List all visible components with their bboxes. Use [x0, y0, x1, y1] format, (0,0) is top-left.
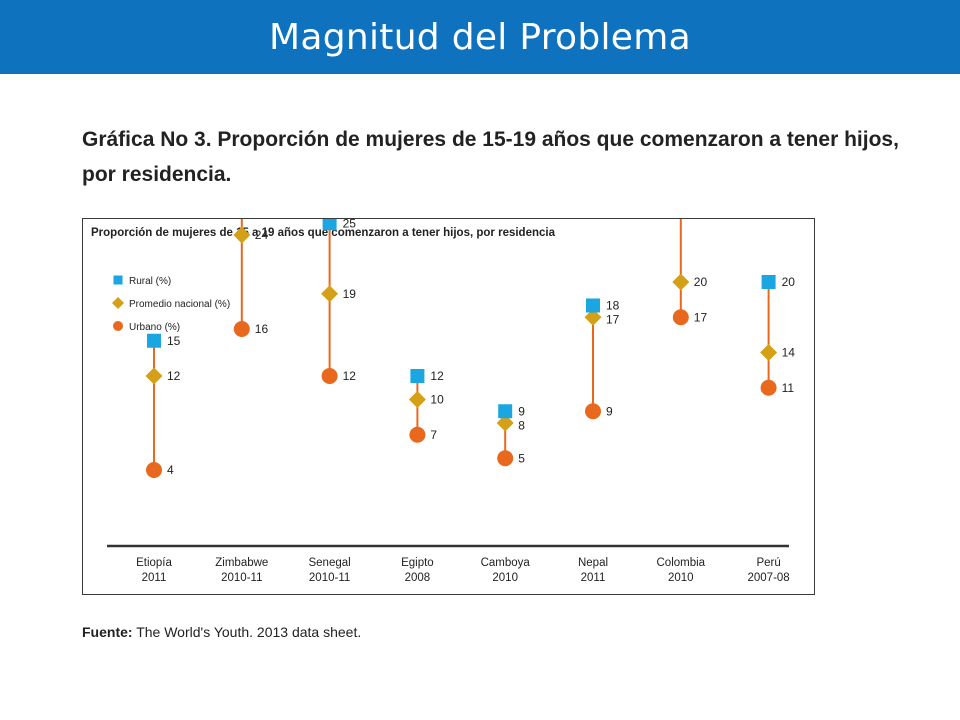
category-year-label: 2008 — [405, 572, 431, 584]
category-label: Senegal — [308, 557, 350, 569]
point-rural — [761, 275, 776, 289]
data-label-rural: 20 — [782, 275, 796, 289]
header-bar: Magnitud del Problema — [0, 0, 960, 74]
point-urbano — [760, 379, 777, 396]
chart-container: Proporción de mujeres de 15 a 19 años qu… — [82, 218, 815, 595]
data-label-urbano: 5 — [518, 451, 525, 465]
category-year-label: 2007-08 — [747, 572, 789, 584]
point-promedio — [145, 367, 163, 385]
legend-marker-promedio — [112, 297, 124, 309]
point-urbano — [672, 309, 689, 326]
category-year-label: 2010-11 — [221, 572, 262, 584]
point-urbano — [233, 321, 250, 337]
source-note: Fuente: The World's Youth. 2013 data she… — [82, 624, 361, 640]
point-rural — [147, 333, 161, 348]
dot-plot-chart: Proporción de mujeres de 15 a 19 años qu… — [91, 219, 796, 584]
data-label-promedio: 20 — [694, 275, 708, 289]
data-label-urbano: 4 — [167, 463, 174, 477]
category-label: Camboya — [481, 557, 531, 569]
point-rural — [586, 298, 600, 313]
point-promedio — [408, 391, 426, 408]
data-label-urbano: 17 — [694, 310, 708, 324]
data-label-promedio: 24 — [255, 228, 269, 242]
legend-label: Promedio nacional (%) — [129, 299, 230, 310]
category-label: Nepal — [578, 557, 608, 569]
source-label: Fuente: — [82, 624, 133, 640]
data-label-rural: 12 — [430, 369, 444, 383]
point-rural — [498, 404, 513, 419]
point-rural — [322, 219, 337, 231]
data-label-promedio: 14 — [782, 346, 796, 360]
category-label: Perú — [756, 557, 780, 569]
legend-marker-urbano — [113, 321, 123, 331]
category-label: Etiopía — [136, 557, 172, 569]
point-promedio — [760, 344, 778, 361]
data-label-promedio: 17 — [606, 313, 620, 327]
category-label: Egipto — [401, 557, 434, 569]
data-label-rural: 18 — [606, 299, 620, 313]
point-rural — [410, 369, 425, 383]
point-urbano — [321, 368, 338, 384]
legend-marker-rural — [113, 275, 123, 285]
category-year-label: 2010 — [668, 572, 694, 584]
category-year-label: 2011 — [142, 572, 167, 584]
source-text: The World's Youth. 2013 data sheet. — [132, 624, 362, 640]
category-year-label: 2010 — [492, 572, 518, 584]
point-urbano — [146, 462, 162, 478]
category-year-label: 2011 — [581, 572, 606, 584]
data-label-urbano: 12 — [343, 369, 357, 383]
legend-label: Urbano (%) — [129, 322, 180, 333]
data-label-promedio: 19 — [343, 287, 357, 301]
data-label-urbano: 7 — [430, 428, 437, 442]
legend-label: Rural (%) — [129, 276, 171, 287]
point-promedio — [584, 308, 602, 326]
chart-title: Proporción de mujeres de 15 a 19 años qu… — [91, 227, 556, 239]
data-label-rural: 25 — [343, 219, 357, 230]
data-label-promedio: 10 — [430, 393, 444, 407]
point-promedio — [321, 285, 339, 303]
data-label-rural: 15 — [167, 334, 181, 348]
point-urbano — [409, 426, 426, 443]
data-label-urbano: 9 — [606, 404, 613, 418]
data-label-urbano: 11 — [782, 381, 795, 395]
category-year-label: 2010-11 — [309, 572, 350, 584]
point-promedio — [496, 414, 514, 432]
data-label-promedio: 12 — [167, 369, 181, 383]
point-promedio — [672, 273, 690, 291]
figure-caption: Gráfica No 3. Proporción de mujeres de 1… — [82, 128, 899, 186]
data-label-promedio: 8 — [518, 418, 525, 432]
page-title: Magnitud del Problema — [268, 16, 691, 58]
point-urbano — [585, 403, 601, 420]
point-promedio — [233, 226, 251, 244]
data-label-rural: 9 — [518, 404, 525, 418]
data-label-urbano: 16 — [255, 322, 269, 336]
category-label: Zimbabwe — [215, 557, 268, 569]
category-label: Colombia — [657, 557, 706, 569]
point-urbano — [497, 450, 514, 467]
